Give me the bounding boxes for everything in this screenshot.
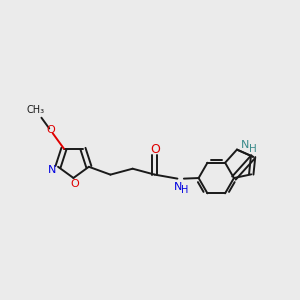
- Text: H: H: [249, 144, 257, 154]
- Text: O: O: [46, 125, 55, 135]
- Text: N: N: [174, 182, 182, 192]
- Text: CH₃: CH₃: [27, 105, 45, 115]
- Text: O: O: [150, 142, 160, 155]
- Text: N: N: [241, 140, 249, 150]
- Text: H: H: [181, 185, 188, 195]
- Text: O: O: [70, 179, 79, 190]
- Text: N: N: [47, 165, 56, 175]
